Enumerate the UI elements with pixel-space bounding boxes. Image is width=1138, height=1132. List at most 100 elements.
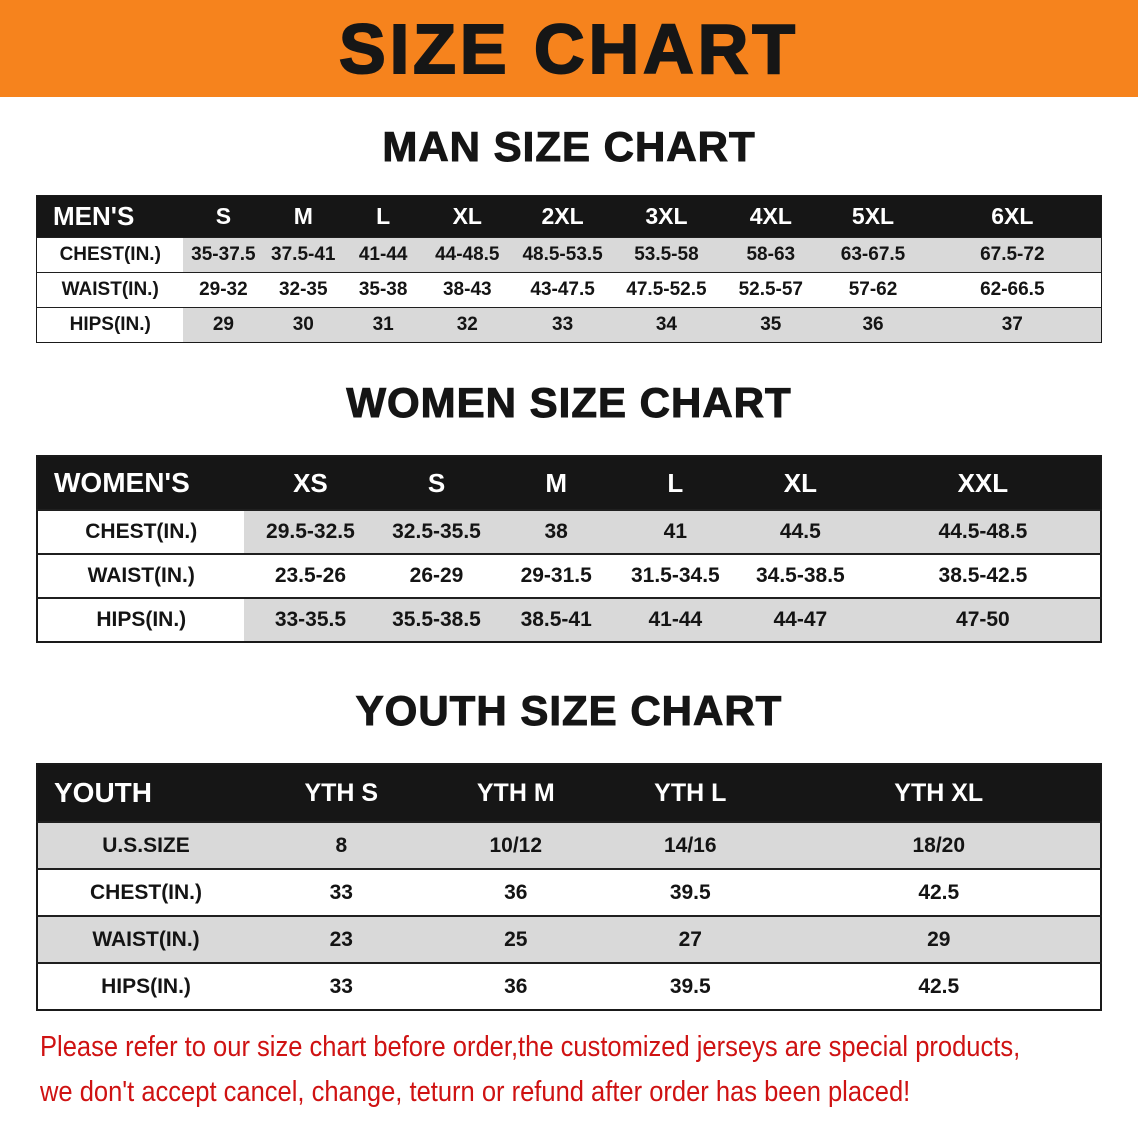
value-cell: 33 xyxy=(552,314,574,335)
value-cell: 8 xyxy=(335,833,348,857)
table-header-row: MEN'S S M L XL 2XL 3XL 4XL 5XL 6XL xyxy=(36,195,1102,238)
value-cell: 42.5 xyxy=(918,974,960,998)
value-cell: 34.5-38.5 xyxy=(755,564,845,587)
value-cell: 32.5-35.5 xyxy=(392,520,481,543)
value-cell: 44.5 xyxy=(779,520,821,543)
value-cell: 33 xyxy=(329,974,353,998)
women-section-heading: WOMEN SIZE CHART xyxy=(346,379,792,427)
row-label-cell: CHEST(IN.) xyxy=(90,880,203,904)
value-cell: 48.5-53.5 xyxy=(522,244,603,265)
table-header-row: WOMEN'S XS S M L XL XXL xyxy=(37,456,1101,510)
measurement-row: WAIST(IN.) 29-32 32-35 35-38 38-43 43-47.5 47.… xyxy=(36,272,1102,308)
table-head: YOUTH YTH S YTH M YTH L YTH XL xyxy=(37,764,1101,822)
value-cell: 38 xyxy=(544,520,568,543)
value-cell: 53.5-58 xyxy=(634,244,699,265)
value-cell: 37.5-41 xyxy=(271,244,336,265)
value-cell: 29 xyxy=(212,314,234,335)
value-cell: 30 xyxy=(292,314,314,335)
measurement-row: CHEST(IN.) 35-37.5 37.5-41 41-44 44-48.5 48.5… xyxy=(36,237,1102,273)
table-header-row: YOUTH YTH S YTH M YTH L YTH XL xyxy=(37,764,1101,822)
size-column-header: XL xyxy=(452,203,482,229)
value-cell: 38.5-41 xyxy=(520,608,592,631)
value-cell: 35-38 xyxy=(358,279,408,300)
size-column-header: XXL xyxy=(957,467,1009,498)
table-title-cell: YOUTH xyxy=(54,777,152,808)
size-column-header: 6XL xyxy=(991,203,1034,229)
women-size-table: WOMEN'S XS S M L XL XXL CHEST(IN.) 29.5-32.5 32.5… xyxy=(36,455,1102,643)
table-head: WOMEN'S XS S M L XL XXL xyxy=(37,456,1101,510)
value-cell: 14/16 xyxy=(663,833,717,857)
value-cell: 29-32 xyxy=(199,279,248,300)
value-cell: 37 xyxy=(1001,314,1023,335)
value-cell: 32-35 xyxy=(278,279,328,300)
youth-size-table: YOUTH YTH S YTH M YTH L YTH XL U.S.SIZE 8 10/12… xyxy=(36,763,1102,1011)
row-label-cell: HIPS(IN.) xyxy=(37,598,245,642)
value-cell: 27 xyxy=(678,927,702,951)
title-banner: SIZE CHART xyxy=(0,0,1138,97)
disclaimer-line-2: we don't accept cancel, change, teturn o… xyxy=(40,1076,911,1108)
value-cell: 39.5 xyxy=(669,880,711,904)
size-column-header: M xyxy=(545,467,568,498)
size-column-header: 4XL xyxy=(749,203,792,229)
value-cell: 31 xyxy=(372,314,394,335)
disclaimer-line-1: Please refer to our size chart before or… xyxy=(40,1031,1021,1063)
value-cell: 29 xyxy=(927,927,951,951)
size-column-header: YTH S xyxy=(304,778,379,807)
men-size-section: MAN SIZE CHART MEN'S S M L XL 2XL 3XL 4XL 5XL 6XL… xyxy=(0,123,1138,343)
value-cell: 23.5-26 xyxy=(274,564,347,587)
value-cell: 29-31.5 xyxy=(520,564,592,587)
value-cell: 39.5 xyxy=(669,974,711,998)
row-label-cell: HIPS(IN.) xyxy=(36,307,184,343)
value-cell: 41-44 xyxy=(648,608,703,631)
row-label-cell: WAIST(IN.) xyxy=(92,927,200,951)
row-label-cell: U.S.SIZE xyxy=(102,833,190,857)
value-cell: 57-62 xyxy=(848,279,898,300)
measurement-row: CHEST(IN.) 29.5-32.5 32.5-35.5 38 41 44.5 44.5… xyxy=(37,510,1101,554)
measurement-row: HIPS(IN.) 29 30 31 32 33 34 35 36 37 xyxy=(36,307,1102,343)
value-cell: 18/20 xyxy=(912,833,966,857)
value-cell: 38-43 xyxy=(442,279,492,300)
value-cell: 41-44 xyxy=(358,244,408,265)
value-cell: 67.5-72 xyxy=(980,244,1045,265)
table-body: CHEST(IN.) 35-37.5 37.5-41 41-44 44-48.5 48.5… xyxy=(36,237,1102,343)
value-cell: 34 xyxy=(655,314,677,335)
row-label-cell: WAIST(IN.) xyxy=(36,272,184,308)
value-cell: 36 xyxy=(862,314,884,335)
value-cell: 29.5-32.5 xyxy=(266,520,355,543)
value-cell: 35.5-38.5 xyxy=(392,608,481,631)
size-column-header: M xyxy=(293,203,313,229)
value-cell: 31.5-34.5 xyxy=(630,564,720,587)
size-column-header: YTH XL xyxy=(894,778,984,807)
row-label-cell: CHEST(IN.) xyxy=(36,237,184,273)
value-cell: 43-47.5 xyxy=(530,279,595,300)
disclaimer: Please refer to our size chart before or… xyxy=(40,1031,1138,1109)
size-column-header: 5XL xyxy=(851,203,895,229)
value-cell: 38.5-42.5 xyxy=(938,564,1028,587)
size-column-header: XS xyxy=(293,467,328,498)
measurement-row: CHEST(IN.) 33 36 39.5 42.5 xyxy=(37,869,1101,916)
value-cell: 36 xyxy=(504,974,528,998)
value-cell: 26-29 xyxy=(409,564,464,587)
measurement-row: HIPS(IN.) 33 36 39.5 42.5 xyxy=(37,963,1101,1010)
value-cell: 32 xyxy=(456,314,478,335)
measurement-row: HIPS(IN.) 33-35.5 35.5-38.5 38.5-41 41-44 44-… xyxy=(37,598,1101,642)
size-column-header: 3XL xyxy=(645,203,688,229)
size-column-header: XL xyxy=(783,467,817,498)
value-cell: 10/12 xyxy=(489,833,543,857)
size-column-header: S xyxy=(427,467,446,498)
youth-section-heading: YOUTH SIZE CHART xyxy=(355,687,783,735)
value-cell: 63-67.5 xyxy=(840,244,906,265)
measurement-row: WAIST(IN.) 23 25 27 29 xyxy=(37,916,1101,963)
value-cell: 33 xyxy=(329,880,353,904)
table-title-cell: MEN'S xyxy=(53,201,135,231)
table-body: CHEST(IN.) 29.5-32.5 32.5-35.5 38 41 44.5 44.5… xyxy=(37,510,1101,642)
value-cell: 62-66.5 xyxy=(980,279,1045,300)
value-cell: 44-47 xyxy=(773,608,828,631)
size-column-header: YTH M xyxy=(476,778,555,807)
value-cell: 58-63 xyxy=(746,244,796,265)
value-cell: 36 xyxy=(504,880,528,904)
value-cell: 47-50 xyxy=(956,608,1010,631)
row-label-cell: CHEST(IN.) xyxy=(37,510,245,554)
men-size-table: MEN'S S M L XL 2XL 3XL 4XL 5XL 6XL CHEST(IN.) 35-37… xyxy=(36,195,1102,343)
value-cell: 23 xyxy=(329,927,353,951)
